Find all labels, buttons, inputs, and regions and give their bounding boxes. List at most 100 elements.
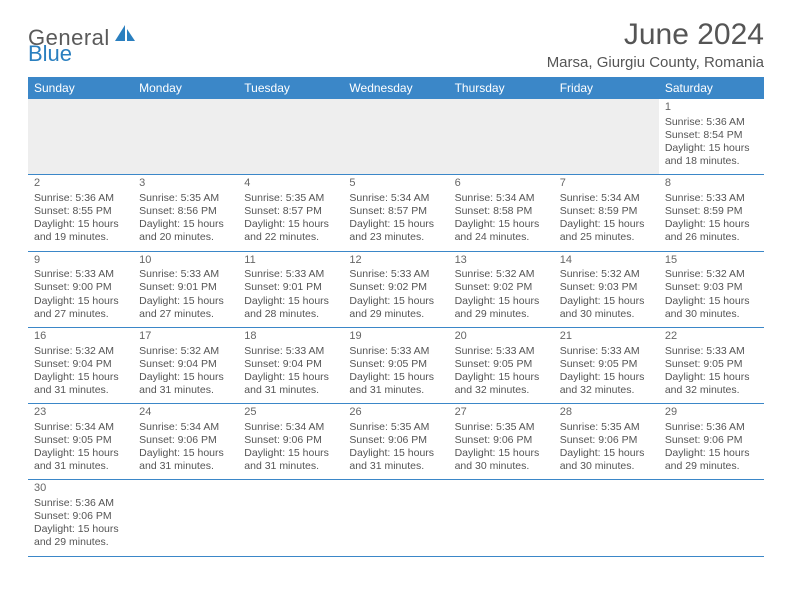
empty-cell xyxy=(554,99,659,175)
empty-cell xyxy=(449,480,554,556)
day-info-line: and 29 minutes. xyxy=(665,460,758,473)
day-number: 28 xyxy=(560,406,653,420)
empty-cell xyxy=(554,480,659,556)
day-info-line: Daylight: 15 hours xyxy=(560,447,653,460)
day-info-line: Sunset: 9:05 PM xyxy=(34,434,127,447)
day-cell: 19Sunrise: 5:33 AMSunset: 9:05 PMDayligh… xyxy=(343,327,448,403)
day-info-line: Sunrise: 5:36 AM xyxy=(665,116,758,129)
logo-text-blue: Blue xyxy=(28,41,72,67)
day-cell: 2Sunrise: 5:36 AMSunset: 8:55 PMDaylight… xyxy=(28,175,133,251)
day-info-line: Daylight: 15 hours xyxy=(139,295,232,308)
day-cell: 27Sunrise: 5:35 AMSunset: 9:06 PMDayligh… xyxy=(449,404,554,480)
day-info-line: Sunset: 8:59 PM xyxy=(665,205,758,218)
day-cell: 14Sunrise: 5:32 AMSunset: 9:03 PMDayligh… xyxy=(554,251,659,327)
day-info-line: and 30 minutes. xyxy=(455,460,548,473)
day-info-line: Daylight: 15 hours xyxy=(349,295,442,308)
day-info-line: Sunset: 9:06 PM xyxy=(665,434,758,447)
weekday-header: Saturday xyxy=(659,77,764,99)
day-cell: 29Sunrise: 5:36 AMSunset: 9:06 PMDayligh… xyxy=(659,404,764,480)
day-info-line: and 27 minutes. xyxy=(34,308,127,321)
day-number: 11 xyxy=(244,254,337,268)
weekday-header: Monday xyxy=(133,77,238,99)
day-info-line: and 29 minutes. xyxy=(34,536,127,549)
empty-cell xyxy=(238,99,343,175)
day-info-line: Sunrise: 5:33 AM xyxy=(560,345,653,358)
day-info-line: Sunset: 9:06 PM xyxy=(34,510,127,523)
calendar-row: 1Sunrise: 5:36 AMSunset: 8:54 PMDaylight… xyxy=(28,99,764,175)
day-info-line: Sunrise: 5:32 AM xyxy=(139,345,232,358)
day-info-line: and 19 minutes. xyxy=(34,231,127,244)
day-info-line: Daylight: 15 hours xyxy=(34,295,127,308)
day-number: 6 xyxy=(455,177,548,191)
day-info-line: Sunset: 9:04 PM xyxy=(34,358,127,371)
day-info-line: Sunrise: 5:32 AM xyxy=(560,268,653,281)
calendar-row: 2Sunrise: 5:36 AMSunset: 8:55 PMDaylight… xyxy=(28,175,764,251)
day-info-line: Sunrise: 5:33 AM xyxy=(244,268,337,281)
day-info-line: Sunrise: 5:34 AM xyxy=(139,421,232,434)
day-number: 30 xyxy=(34,482,127,496)
day-info-line: and 23 minutes. xyxy=(349,231,442,244)
day-info-line: Daylight: 15 hours xyxy=(349,218,442,231)
day-info-line: and 31 minutes. xyxy=(349,460,442,473)
day-info-line: Sunset: 8:57 PM xyxy=(349,205,442,218)
day-info-line: Sunset: 9:05 PM xyxy=(665,358,758,371)
day-info-line: Sunrise: 5:33 AM xyxy=(34,268,127,281)
day-cell: 15Sunrise: 5:32 AMSunset: 9:03 PMDayligh… xyxy=(659,251,764,327)
empty-cell xyxy=(343,99,448,175)
day-info-line: Sunset: 9:04 PM xyxy=(139,358,232,371)
day-cell: 5Sunrise: 5:34 AMSunset: 8:57 PMDaylight… xyxy=(343,175,448,251)
day-info-line: and 31 minutes. xyxy=(34,384,127,397)
day-number: 14 xyxy=(560,254,653,268)
day-number: 16 xyxy=(34,330,127,344)
day-number: 22 xyxy=(665,330,758,344)
day-cell: 4Sunrise: 5:35 AMSunset: 8:57 PMDaylight… xyxy=(238,175,343,251)
day-number: 19 xyxy=(349,330,442,344)
day-cell: 30Sunrise: 5:36 AMSunset: 9:06 PMDayligh… xyxy=(28,480,133,556)
day-info-line: Daylight: 15 hours xyxy=(665,142,758,155)
day-info-line: and 31 minutes. xyxy=(244,460,337,473)
day-cell: 12Sunrise: 5:33 AMSunset: 9:02 PMDayligh… xyxy=(343,251,448,327)
day-number: 3 xyxy=(139,177,232,191)
day-number: 1 xyxy=(665,101,758,115)
header: General June 2024 Marsa, Giurgiu County,… xyxy=(28,18,764,71)
day-info-line: Daylight: 15 hours xyxy=(665,218,758,231)
weekday-header: Tuesday xyxy=(238,77,343,99)
day-info-line: Sunset: 9:01 PM xyxy=(139,281,232,294)
day-number: 21 xyxy=(560,330,653,344)
day-number: 24 xyxy=(139,406,232,420)
day-cell: 26Sunrise: 5:35 AMSunset: 9:06 PMDayligh… xyxy=(343,404,448,480)
day-info-line: Sunrise: 5:34 AM xyxy=(349,192,442,205)
location-subtitle: Marsa, Giurgiu County, Romania xyxy=(547,54,764,71)
day-cell: 16Sunrise: 5:32 AMSunset: 9:04 PMDayligh… xyxy=(28,327,133,403)
day-number: 27 xyxy=(455,406,548,420)
day-info-line: Daylight: 15 hours xyxy=(349,447,442,460)
day-cell: 22Sunrise: 5:33 AMSunset: 9:05 PMDayligh… xyxy=(659,327,764,403)
day-info-line: Daylight: 15 hours xyxy=(34,523,127,536)
day-info-line: and 31 minutes. xyxy=(34,460,127,473)
day-number: 13 xyxy=(455,254,548,268)
day-cell: 23Sunrise: 5:34 AMSunset: 9:05 PMDayligh… xyxy=(28,404,133,480)
logo-sail-icon xyxy=(114,24,136,42)
day-number: 18 xyxy=(244,330,337,344)
day-info-line: Sunrise: 5:34 AM xyxy=(455,192,548,205)
day-info-line: Daylight: 15 hours xyxy=(349,371,442,384)
empty-cell xyxy=(449,99,554,175)
day-info-line: Daylight: 15 hours xyxy=(560,371,653,384)
day-info-line: Daylight: 15 hours xyxy=(665,295,758,308)
empty-cell xyxy=(343,480,448,556)
day-number: 29 xyxy=(665,406,758,420)
day-info-line: Sunrise: 5:35 AM xyxy=(244,192,337,205)
day-number: 5 xyxy=(349,177,442,191)
day-info-line: Sunrise: 5:32 AM xyxy=(455,268,548,281)
day-cell: 28Sunrise: 5:35 AMSunset: 9:06 PMDayligh… xyxy=(554,404,659,480)
calendar-row: 16Sunrise: 5:32 AMSunset: 9:04 PMDayligh… xyxy=(28,327,764,403)
day-info-line: Sunrise: 5:33 AM xyxy=(244,345,337,358)
day-cell: 3Sunrise: 5:35 AMSunset: 8:56 PMDaylight… xyxy=(133,175,238,251)
day-info-line: and 29 minutes. xyxy=(349,308,442,321)
day-info-line: Daylight: 15 hours xyxy=(139,371,232,384)
day-cell: 6Sunrise: 5:34 AMSunset: 8:58 PMDaylight… xyxy=(449,175,554,251)
title-block: June 2024 Marsa, Giurgiu County, Romania xyxy=(547,18,764,71)
day-cell: 13Sunrise: 5:32 AMSunset: 9:02 PMDayligh… xyxy=(449,251,554,327)
day-info-line: and 32 minutes. xyxy=(560,384,653,397)
day-info-line: Daylight: 15 hours xyxy=(139,447,232,460)
